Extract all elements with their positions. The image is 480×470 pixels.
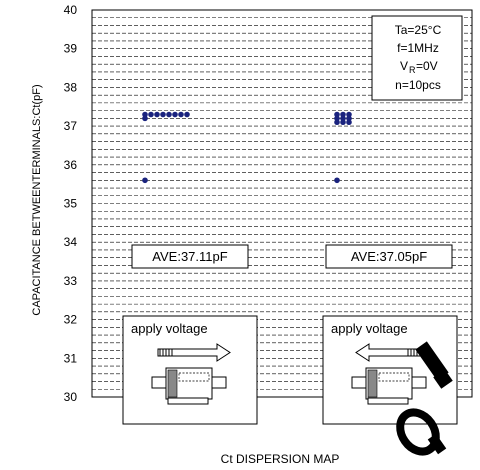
ave-label-2: AVE:37.05pF xyxy=(351,249,427,264)
data-point xyxy=(340,119,346,126)
y-tick-label: 36 xyxy=(64,158,78,172)
y-tick-label: 40 xyxy=(64,3,78,17)
data-point xyxy=(178,111,184,118)
data-point xyxy=(172,111,178,118)
y-tick-label: 35 xyxy=(64,197,78,211)
chart-title: Ct DISPERSION MAP xyxy=(221,452,340,466)
y-tick-label: 34 xyxy=(64,235,78,249)
data-point xyxy=(154,111,160,118)
conditions-box: Ta=25°C f=1MHz V R =0V n=10pcs xyxy=(371,15,463,101)
data-point xyxy=(142,111,148,118)
apply-voltage-label-2: apply voltage xyxy=(331,321,408,336)
data-point xyxy=(334,111,340,118)
data-point xyxy=(334,119,340,126)
y-tick-label: 30 xyxy=(64,390,78,404)
y-tick-label: 32 xyxy=(64,313,78,327)
y-tick-labels: 30 31 32 33 34 35 36 37 38 39 40 xyxy=(64,3,78,404)
diode-package-icon-2 xyxy=(351,367,427,405)
data-point xyxy=(142,115,148,122)
data-point xyxy=(346,119,352,126)
condition-voltage-subscript: R xyxy=(409,65,416,75)
ave-box-1 xyxy=(131,244,249,269)
condition-voltage-symbol: V xyxy=(400,59,408,73)
grid-lines xyxy=(92,9,472,398)
condition-voltage-value: =0V xyxy=(416,59,438,73)
data-point xyxy=(334,115,340,122)
condition-temperature: Ta=25°C xyxy=(395,23,442,37)
data-points xyxy=(142,111,352,184)
y-axis-label: CAPACITANCE BETWEENTERMINALS:Ct(pF) xyxy=(31,84,43,315)
arrow-right-icon xyxy=(157,343,231,362)
y-tick-label: 38 xyxy=(64,80,78,94)
data-point xyxy=(346,111,352,118)
apply-voltage-inset-1: apply voltage xyxy=(122,315,258,425)
data-point xyxy=(148,111,154,118)
condition-sample-count: n=10pcs xyxy=(395,78,441,92)
watermark-logo xyxy=(396,341,453,456)
plot-frame xyxy=(91,9,473,398)
apply-voltage-label-1: apply voltage xyxy=(131,321,208,336)
ave-box-2 xyxy=(325,244,453,269)
y-tick-label: 39 xyxy=(64,42,78,56)
conditions-frame xyxy=(371,15,463,101)
apply-voltage-inset-2: apply voltage xyxy=(322,315,458,425)
condition-frequency: f=1MHz xyxy=(397,41,439,55)
arrow-left-icon xyxy=(355,343,423,362)
data-point xyxy=(334,177,340,184)
y-tick-label: 33 xyxy=(64,274,78,288)
data-point xyxy=(166,111,172,118)
data-point xyxy=(184,111,190,118)
data-point xyxy=(142,177,148,184)
data-point xyxy=(160,111,166,118)
data-point xyxy=(340,111,346,118)
y-tick-label: 31 xyxy=(64,351,78,365)
data-point xyxy=(340,115,346,122)
ave-label-1: AVE:37.11pF xyxy=(152,249,227,264)
y-tick-label: 37 xyxy=(64,119,78,133)
data-point xyxy=(346,115,352,122)
diode-package-icon xyxy=(151,367,227,405)
